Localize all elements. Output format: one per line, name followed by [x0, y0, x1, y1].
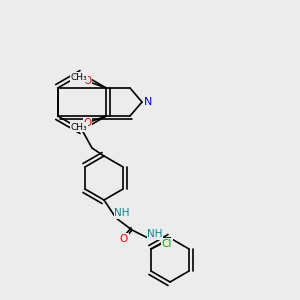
Text: O: O [120, 234, 128, 244]
Text: Cl: Cl [162, 239, 172, 249]
Text: CH₃: CH₃ [71, 73, 88, 82]
Text: O: O [83, 118, 92, 128]
Text: CH₃: CH₃ [71, 122, 88, 131]
Text: O: O [83, 76, 92, 86]
Text: N: N [144, 97, 152, 107]
Text: NH: NH [114, 208, 130, 218]
Text: NH: NH [147, 229, 163, 239]
